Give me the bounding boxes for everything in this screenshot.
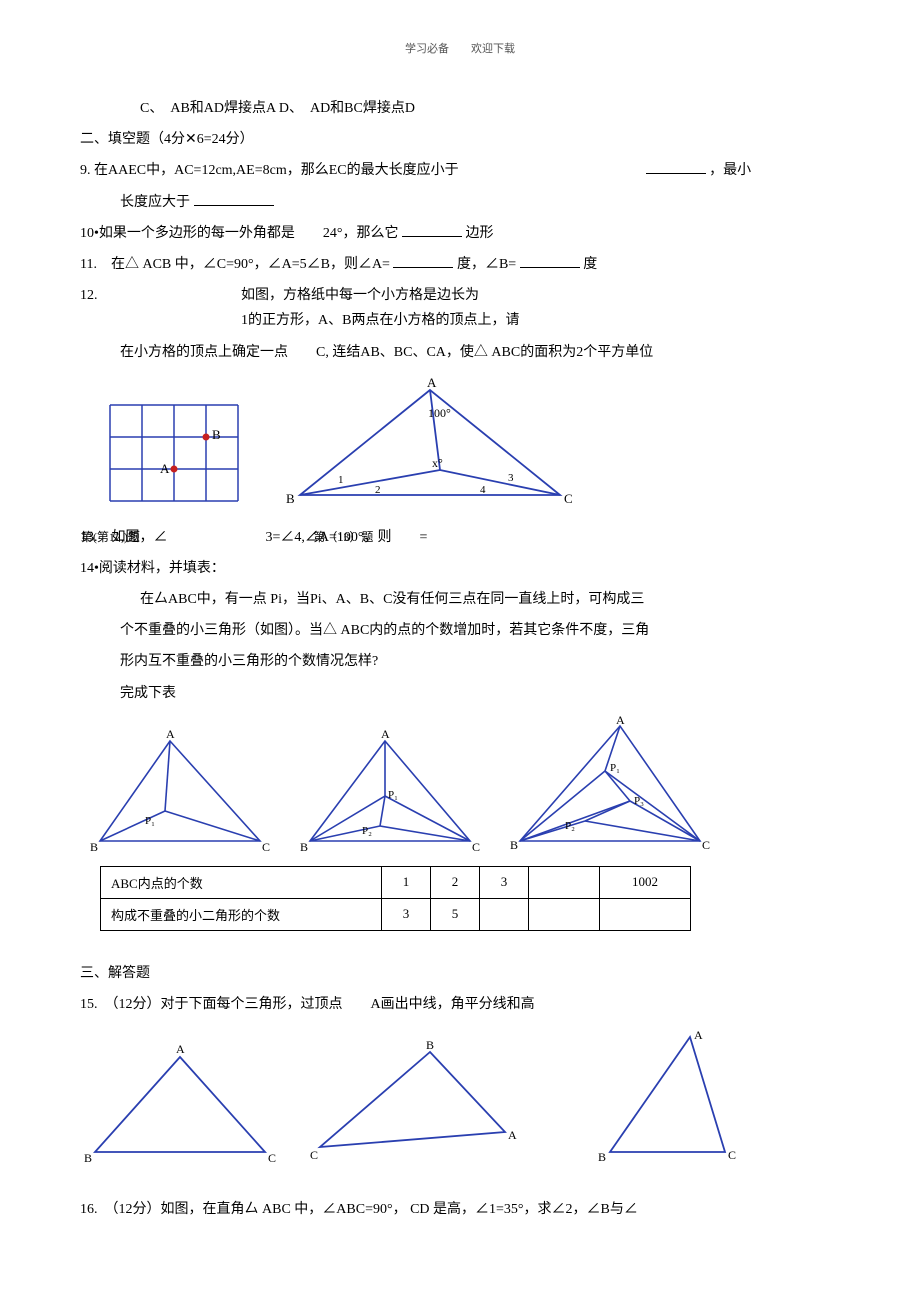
q12-note1: 如图，方格纸中每一个小方格是边长为 — [241, 288, 479, 303]
table-row: 构成不重叠的小二角形的个数 3 5 — [101, 898, 691, 930]
tri-label-a: A — [427, 375, 437, 390]
q14f2-c: C — [472, 840, 480, 854]
q15f1-b: B — [84, 1151, 92, 1165]
q15f1-c: C — [268, 1151, 276, 1165]
tri-num-3: 3 — [508, 472, 514, 484]
q14f3-a: A — [616, 716, 625, 727]
q14f2-a: A — [381, 727, 390, 741]
q10-b: 边形 — [466, 226, 494, 241]
q14f3-p3: P₃ — [634, 795, 644, 807]
t-r2c3 — [480, 898, 529, 930]
q11-a: 11. 在△ ACB 中，∠C=90°，∠A=5∠B，则∠A= — [80, 257, 390, 272]
q15f2-a: A — [508, 1128, 517, 1142]
q14f3-p1: P₁ — [610, 762, 620, 774]
q14f1-a: A — [166, 727, 175, 741]
q11-b: 度，∠B= — [457, 257, 516, 272]
q15-text: 15. （12分）对于下面每个三角形，过顶点 A画出中线，角平分线和高 — [80, 992, 840, 1017]
t-r1c0: ABC内点的个数 — [101, 866, 382, 898]
header-left: 学习必备 — [405, 43, 449, 55]
q12-grid-figure: A B — [100, 395, 250, 515]
q14-p3: 形内互不重叠的小三角形的个数情况怎样? — [80, 649, 840, 674]
t-r1c5: 1002 — [600, 866, 691, 898]
q14f1-p1: P₁ — [145, 815, 155, 827]
t-r2c2: 5 — [431, 898, 480, 930]
q9-blank1 — [646, 159, 706, 174]
q15f1-a: A — [176, 1042, 185, 1056]
table-row: ABC内点的个数 1 2 3 1002 — [101, 866, 691, 898]
q11-blank1 — [393, 253, 453, 268]
t-r2c1: 3 — [382, 898, 431, 930]
q14f3-p2: P₂ — [565, 820, 575, 832]
q14-p4: 完成下表 — [80, 681, 840, 706]
section2-title: 二、填空题（4分✕6=24分） — [80, 127, 840, 152]
q13-triangle-figure: A B C 100° x° 1 2 3 4 — [280, 375, 580, 515]
q14f3-b: B — [510, 838, 518, 852]
q14-fig1: A B C P₁ — [90, 726, 270, 856]
t-r2c0: 构成不重叠的小二角形的个数 — [101, 898, 382, 930]
q10-blank — [402, 222, 462, 237]
q14-head: 14•阅读材料，并填表： — [80, 556, 840, 581]
q15-fig2: B C A — [310, 1037, 520, 1167]
q15f3-b: B — [598, 1150, 606, 1164]
q15f2-b: B — [426, 1038, 434, 1052]
q12-caption-r: 第（13）题 — [313, 530, 373, 544]
q14-fig3: A B C P₁ P₃ P₂ — [510, 716, 710, 856]
q15-fig3: A B C — [550, 1027, 740, 1167]
q12-text: 在小方格的顶点上确定一点 C, 连结AB、BC、CA，使△ ABC的面积为2个平… — [80, 340, 840, 365]
grid-label-a: A — [160, 461, 170, 476]
t-r2c5 — [600, 898, 691, 930]
q9-a: 9. 在AAEC中，AC=12cm,AE=8cm，那么EC的最大长度应小于 — [80, 163, 459, 178]
tri-num-2: 2 — [375, 484, 381, 496]
grid-label-b: B — [212, 427, 221, 442]
q14-fig2: A B C P₁ P₂ — [300, 726, 480, 856]
t-r1c2: 2 — [431, 866, 480, 898]
q11-blank2 — [520, 253, 580, 268]
q8-options: C、 AB和AD焊接点A D、 AD和BC焊接点D — [80, 96, 840, 121]
tri-label-c: C — [564, 491, 573, 506]
q12-note2: 1的正方形，A、B两点在小方格的顶点上，请 — [241, 313, 519, 328]
tri-num-4: 4 — [480, 484, 486, 496]
q12-caption-l: 第(第12,)题 — [81, 530, 140, 544]
q10-a: 10•如果一个多边形的每一外角都是 24°，那么它 — [80, 226, 399, 241]
header-right: 欢迎下载 — [471, 43, 515, 55]
t-r2c4 — [529, 898, 600, 930]
q14f2-b: B — [300, 840, 308, 854]
grid-point-b — [203, 433, 210, 440]
q9-blank2 — [194, 191, 274, 206]
q14f2-p2: P₂ — [362, 825, 372, 837]
q15f2-c: C — [310, 1148, 318, 1162]
q9-c: 长度应大于 — [120, 195, 190, 210]
t-r1c1: 1 — [382, 866, 431, 898]
q12-label: 12. — [80, 288, 98, 303]
q14f1-c: C — [262, 840, 270, 854]
q14-table: ABC内点的个数 1 2 3 1002 构成不重叠的小二角形的个数 3 5 — [100, 866, 691, 931]
t-r1c3: 3 — [480, 866, 529, 898]
tri-num-1: 1 — [338, 474, 344, 486]
grid-point-a — [171, 465, 178, 472]
q14f1-b: B — [90, 840, 98, 854]
tri-label-b: B — [286, 491, 295, 506]
q14-p1: 在厶ABC中，有一点 Pi，当Pi、A、B、C没有任何三点在同一直线上时，可构成… — [80, 587, 840, 612]
q15f3-c: C — [728, 1148, 736, 1162]
tri-angle-x: x° — [432, 456, 443, 470]
q14-p2: 个不重叠的小三角形（如图）。当△ ABC内的点的个数增加时，若其它条件不度，三角 — [80, 618, 840, 643]
section3-title: 三、解答题 — [80, 961, 840, 986]
q15-fig1: A B C — [80, 1037, 280, 1167]
q15f3-a: A — [694, 1028, 703, 1042]
q16-text: 16. （12分）如图，在直角厶 ABC 中，∠ABC=90°， CD 是高，∠… — [80, 1197, 840, 1222]
q14f3-c: C — [702, 838, 710, 852]
q9-b: ，最小 — [709, 163, 751, 178]
tri-angle-100: 100° — [428, 406, 451, 420]
q14f2-p1: P₁ — [388, 789, 398, 801]
q11-c: 度 — [583, 257, 597, 272]
t-r1c4 — [529, 866, 600, 898]
